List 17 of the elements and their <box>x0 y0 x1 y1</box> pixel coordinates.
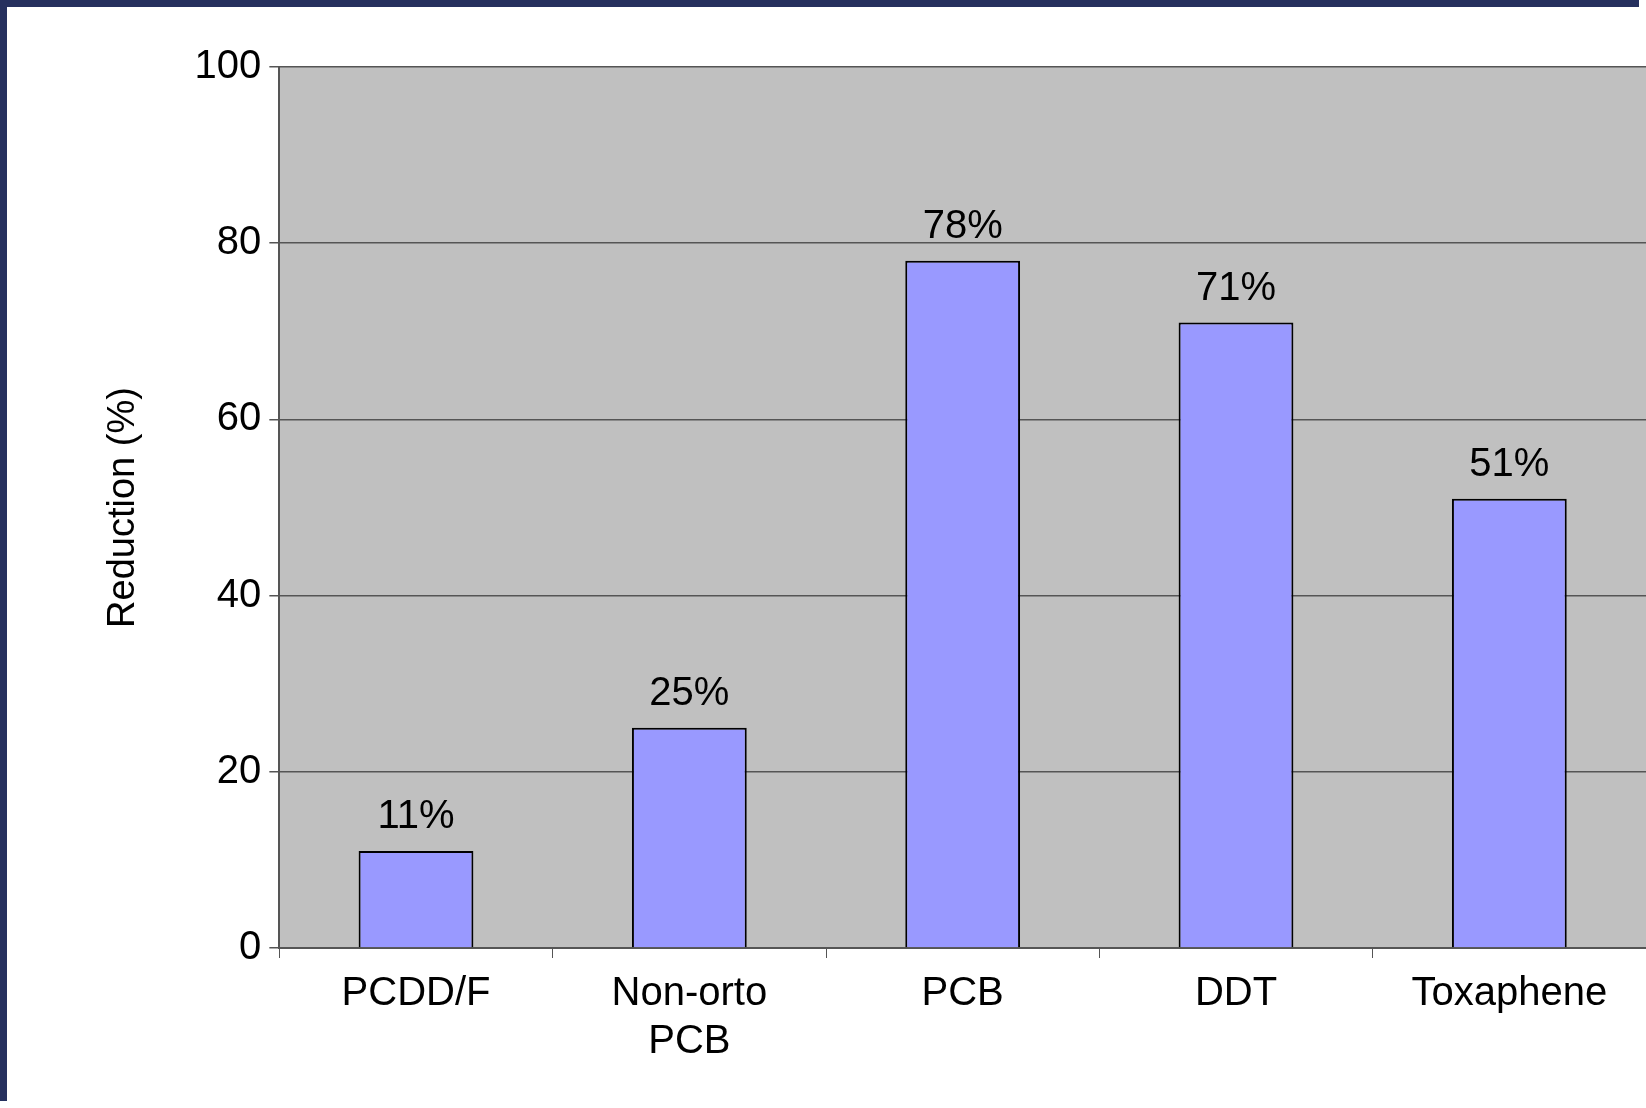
y-tick-label: 0 <box>239 923 262 968</box>
data-label: 51% <box>1469 439 1550 484</box>
x-tick-label: Non-orto PCB <box>611 969 768 1062</box>
y-tick-label: 80 <box>216 218 262 263</box>
data-label: 71% <box>1195 263 1277 308</box>
data-label: 78% <box>922 201 1003 246</box>
x-tick-label: DDT <box>1194 969 1278 1014</box>
x-tick-label: Toxaphene <box>1411 969 1608 1014</box>
data-label: 11% <box>377 792 455 837</box>
x-tick-label: PCDD/F <box>341 969 491 1014</box>
y-axis-title: Reduction (%) <box>100 387 143 628</box>
y-tick-label: 100 <box>194 42 262 87</box>
y-tick-label: 60 <box>216 394 262 439</box>
y-tick-label: 20 <box>216 746 262 791</box>
x-tick-label: PCB <box>921 969 1004 1014</box>
y-tick-label: 40 <box>216 570 262 615</box>
data-label: 25% <box>649 668 730 713</box>
